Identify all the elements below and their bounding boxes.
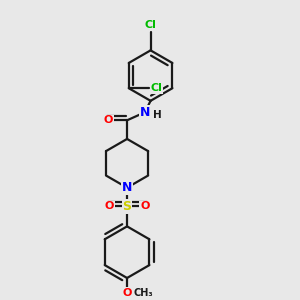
Text: O: O: [104, 115, 113, 125]
Text: S: S: [123, 200, 132, 213]
Text: Cl: Cl: [145, 20, 157, 30]
Text: N: N: [122, 181, 132, 194]
Text: H: H: [153, 110, 162, 120]
Text: N: N: [122, 181, 132, 194]
Text: O: O: [105, 201, 114, 211]
Text: CH₃: CH₃: [134, 288, 153, 298]
Text: Cl: Cl: [150, 83, 162, 93]
Text: O: O: [122, 288, 132, 298]
Text: N: N: [140, 106, 150, 119]
Text: O: O: [140, 201, 149, 211]
